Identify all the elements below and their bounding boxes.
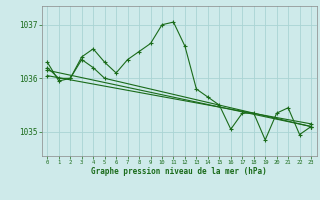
X-axis label: Graphe pression niveau de la mer (hPa): Graphe pression niveau de la mer (hPa) xyxy=(91,167,267,176)
